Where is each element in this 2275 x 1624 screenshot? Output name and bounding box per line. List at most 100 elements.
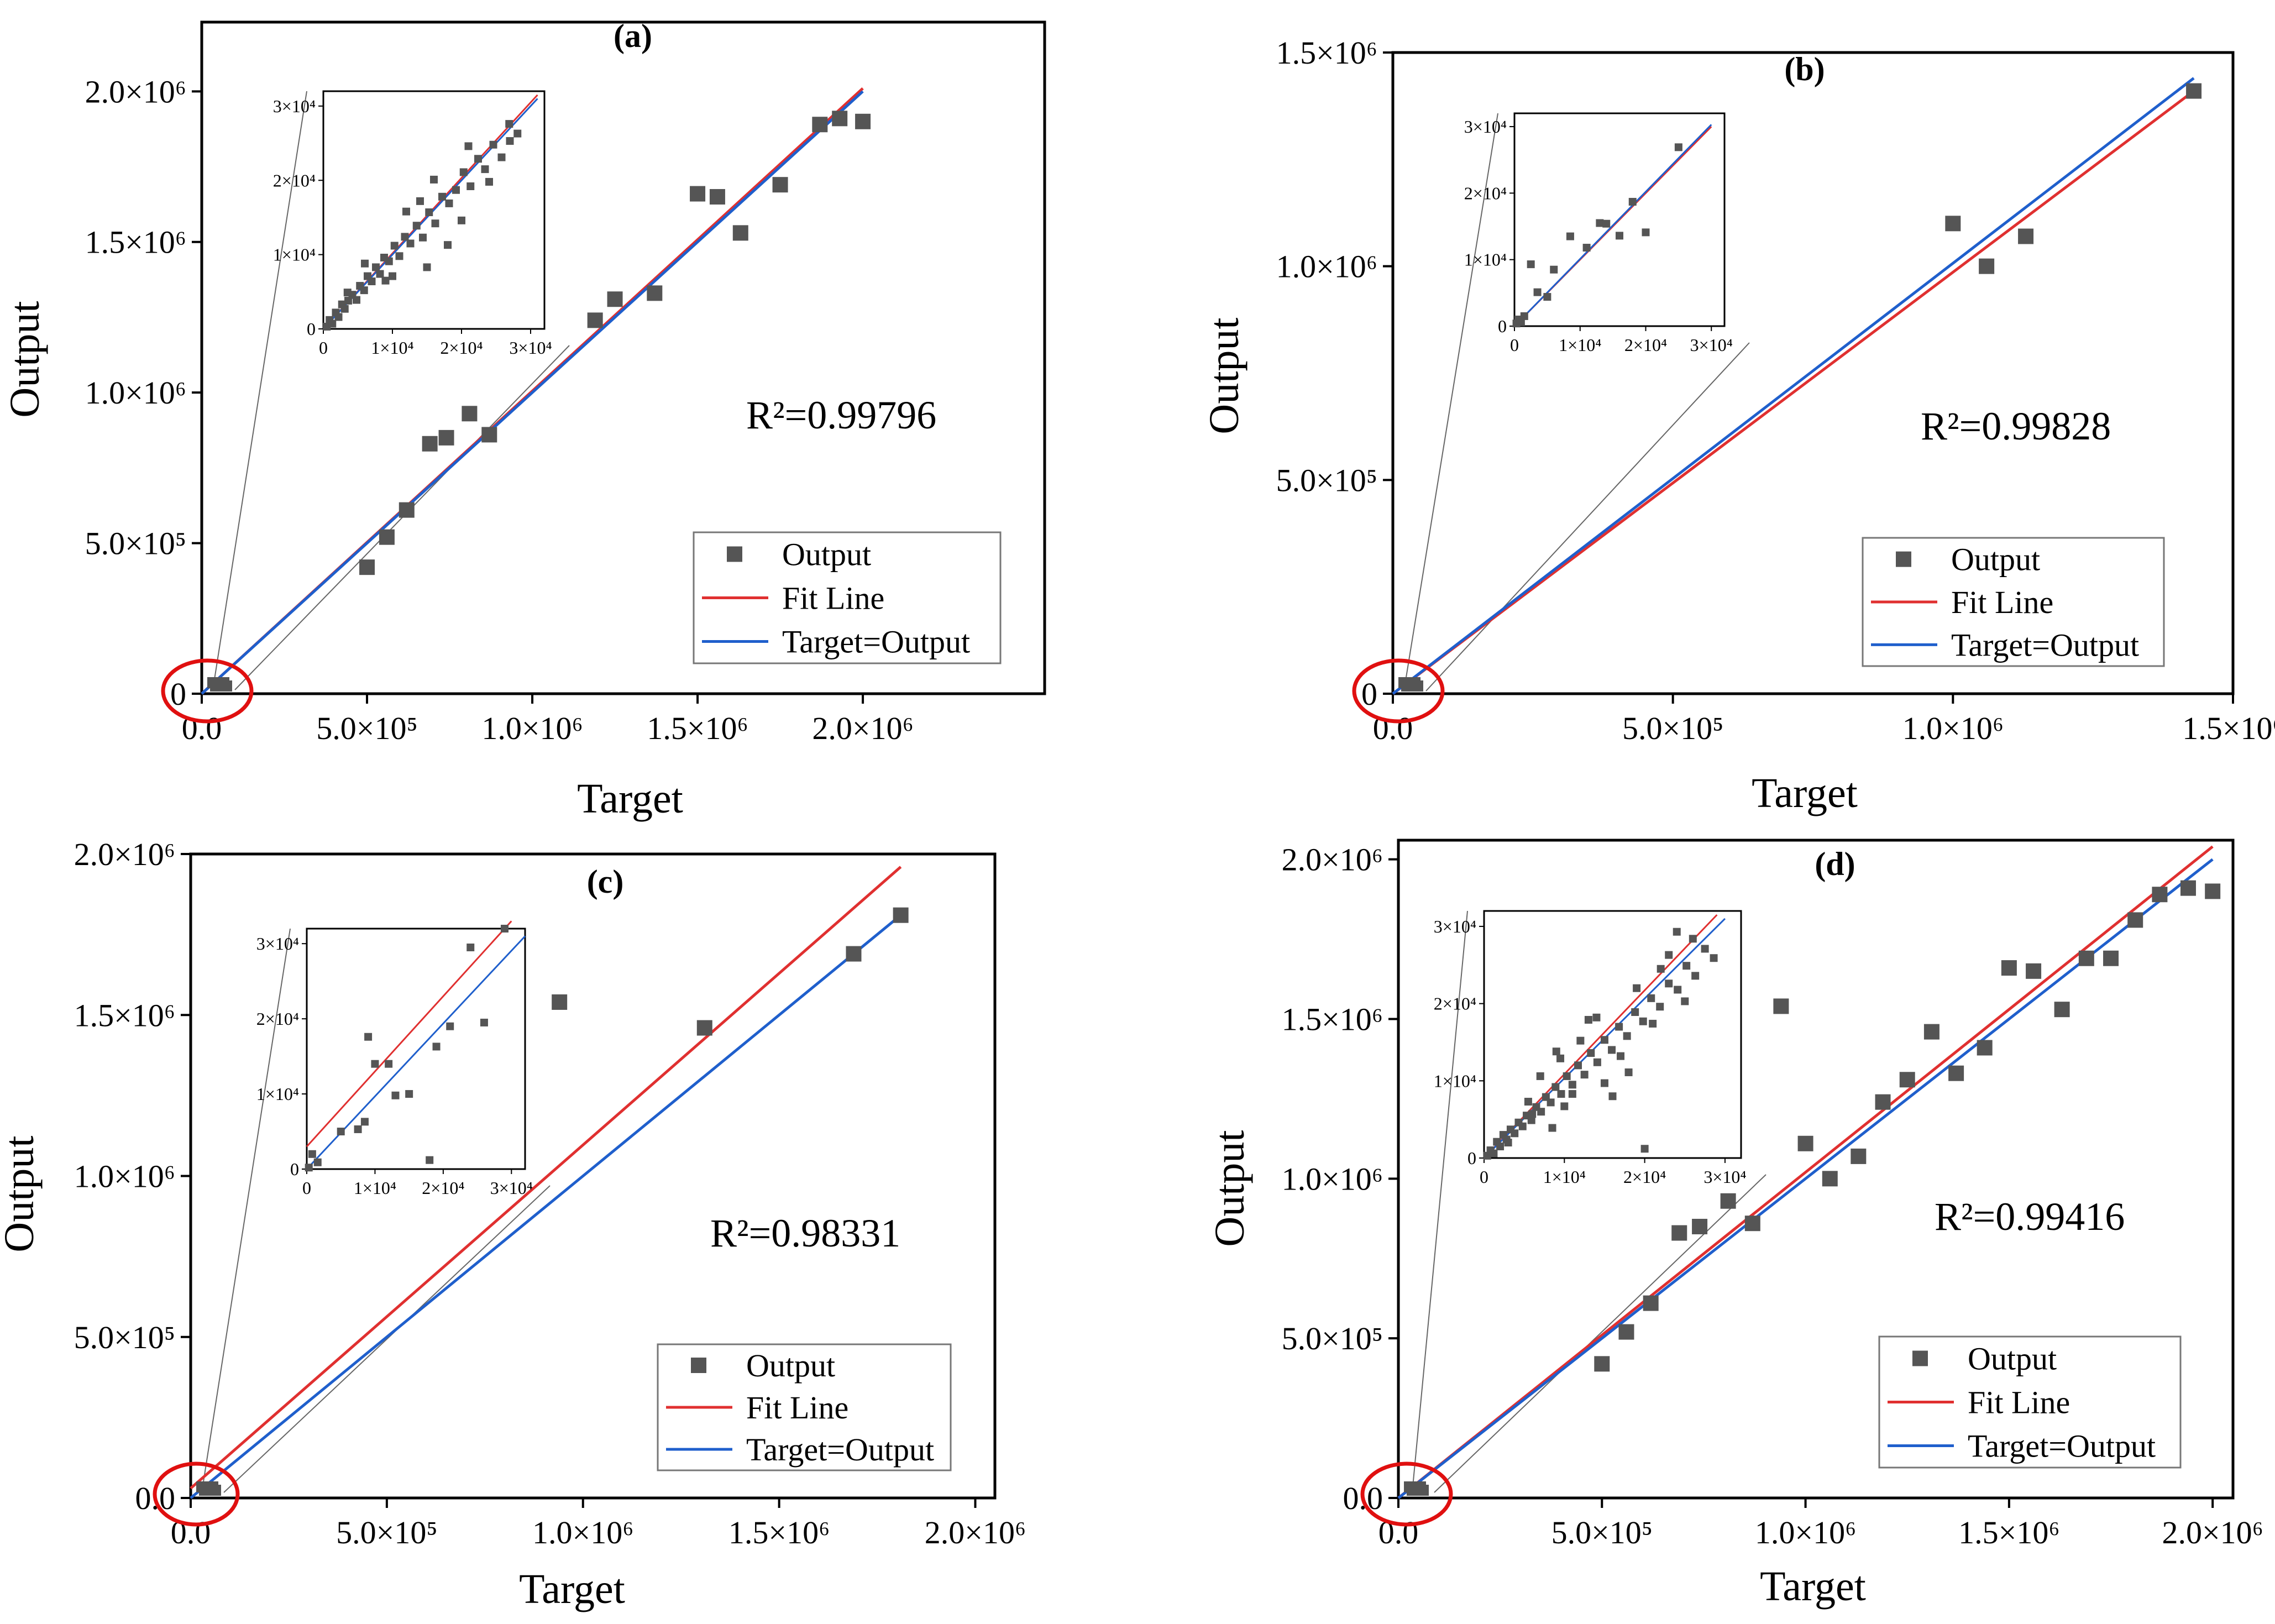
legend-label: Fit Line	[1951, 584, 2053, 620]
inset-data-point	[391, 1091, 400, 1099]
inset-data-point	[1537, 1108, 1545, 1116]
y-tick-label: 1.0×10⁶	[1282, 1161, 1383, 1197]
inset-data-point	[1566, 232, 1574, 240]
legend-label: Target=Output	[746, 1432, 934, 1468]
zoom-guide-line	[1425, 342, 1750, 691]
inset-data-point	[1608, 1046, 1616, 1054]
inset-data-point	[340, 305, 349, 313]
inset-data-point	[354, 1125, 362, 1133]
inset-y-tick-label: 2×10⁴	[273, 170, 316, 190]
inset-data-point	[506, 137, 514, 145]
inset-data-point	[438, 192, 446, 201]
inset-data-point	[1665, 951, 1673, 959]
legend-label: Target=Output	[782, 624, 970, 660]
inset-data-point	[1674, 986, 1682, 994]
y-tick-label: 2.0×10⁶	[74, 836, 175, 872]
inset-data-point	[1517, 318, 1525, 326]
x-tick-label: 0.0	[1373, 710, 1413, 746]
x-tick-label: 1.0×10⁶	[1755, 1515, 1856, 1550]
panel-label: (d)	[1815, 846, 1855, 882]
inset-data-point	[1568, 1081, 1576, 1089]
data-point	[1923, 1024, 1939, 1040]
inset-data-point	[1657, 965, 1665, 973]
panel-a: 0.0 5.0×10⁵ 1.0×10⁶ 1.5×10⁶ 2.0×10⁶ 0 5.0×10⁵ 1…	[2, 18, 1046, 822]
inset-data-point	[313, 1158, 322, 1166]
y-tick-label: 0	[1361, 676, 1377, 712]
x-tick-label: 2.0×10⁶	[2162, 1515, 2263, 1550]
inset-data-point	[1551, 1083, 1560, 1091]
data-point	[1618, 1324, 1634, 1340]
zoom-guide-line	[212, 91, 307, 690]
inset-x-tick-label: 2×10⁴	[422, 1178, 464, 1198]
inset-data-point	[353, 296, 360, 304]
x-tick-label: 1.5×10⁶	[1958, 1515, 2059, 1550]
inset-data-point	[1682, 962, 1691, 970]
zoom-guide-line	[1403, 113, 1498, 691]
inset-y-tick-label: 0	[1498, 316, 1507, 336]
inset-y-tick-label: 3×10⁴	[273, 96, 316, 116]
r-squared-label: R²=0.99828	[1921, 404, 2111, 448]
inset-data-point	[364, 1033, 373, 1041]
data-point	[1643, 1295, 1659, 1311]
inset-data-point	[1592, 1013, 1601, 1021]
inset-data-point	[1602, 219, 1611, 228]
inset-data-point	[1580, 1071, 1589, 1079]
x-tick-label: 1.0×10⁶	[532, 1515, 633, 1550]
fit-line	[1392, 90, 2195, 695]
data-point	[1594, 1356, 1610, 1372]
inset-x-tick-label: 3×10⁴	[1690, 335, 1733, 355]
inset-data-point	[372, 263, 380, 271]
data-point	[2054, 1002, 2070, 1018]
data-point	[855, 113, 871, 129]
inset-x-tick-label: 0	[302, 1178, 311, 1198]
y-tick-label: 2.0×10⁶	[85, 74, 186, 109]
data-point	[379, 529, 395, 545]
inset-y-tick-label: 3×10⁴	[1464, 117, 1507, 137]
inset-y-tick-label: 1×10⁴	[273, 245, 316, 265]
inset-data-point	[361, 259, 369, 268]
inset-data-point	[452, 186, 460, 194]
inset-data-point	[1608, 1092, 1617, 1101]
y-tick-label: 2.0×10⁶	[1282, 842, 1383, 878]
data-point	[1773, 998, 1789, 1014]
data-point	[812, 117, 828, 133]
inset-data-point	[423, 263, 431, 271]
x-axis-label: Target	[519, 1566, 625, 1612]
inset-data-point	[1628, 198, 1637, 206]
inset-data-point	[1543, 293, 1551, 301]
x-tick-label: 5.0×10⁵	[1622, 710, 1723, 746]
data-point	[846, 946, 862, 962]
inset-data-point	[1550, 265, 1558, 274]
legend-label: Fit Line	[782, 580, 884, 616]
data-point	[2205, 883, 2221, 899]
inset-data-point	[389, 272, 396, 280]
inset-data-point	[1681, 997, 1689, 1005]
inset-data-point	[485, 177, 493, 186]
inset-y-tick-label: 2×10⁴	[1464, 183, 1507, 203]
y-axis-label: Output	[1201, 317, 1247, 434]
data-point	[1720, 1193, 1736, 1209]
inset-data-point	[1624, 1068, 1633, 1076]
legend-label: Target=Output	[1951, 627, 2139, 663]
inset-data-point	[1563, 1072, 1571, 1080]
x-tick-label: 5.0×10⁵	[316, 710, 417, 746]
inset-x-tick-label: 1×10⁴	[1543, 1167, 1586, 1187]
data-point	[1671, 1225, 1687, 1241]
x-tick-label: 0.0	[182, 710, 222, 746]
inset-data-point	[1587, 1049, 1595, 1057]
inset-data-point	[416, 197, 424, 205]
y-tick-label: 1.0×10⁶	[1276, 249, 1377, 285]
inset-data-point	[1533, 288, 1542, 296]
inset-target-output-line	[1513, 124, 1712, 327]
inset-x-tick-label: 0	[319, 338, 328, 358]
legend-label: Fit Line	[746, 1390, 848, 1426]
panel-b: 0.0 5.0×10⁵ 1.0×10⁶ 1.5×10⁶ 0 5.0×10⁵ 1.0×10⁶ 1…	[1201, 35, 2275, 816]
inset-data-point	[1511, 1129, 1519, 1138]
inset-data-point	[445, 199, 453, 207]
inset-y-tick-label: 3×10⁴	[1434, 916, 1476, 936]
inset-data-point	[385, 1060, 393, 1068]
inset-data-point	[1518, 1122, 1527, 1130]
data-point	[1899, 1072, 1915, 1088]
inset-x-tick-label: 1×10⁴	[1559, 335, 1601, 355]
inset-data-point	[444, 241, 452, 249]
